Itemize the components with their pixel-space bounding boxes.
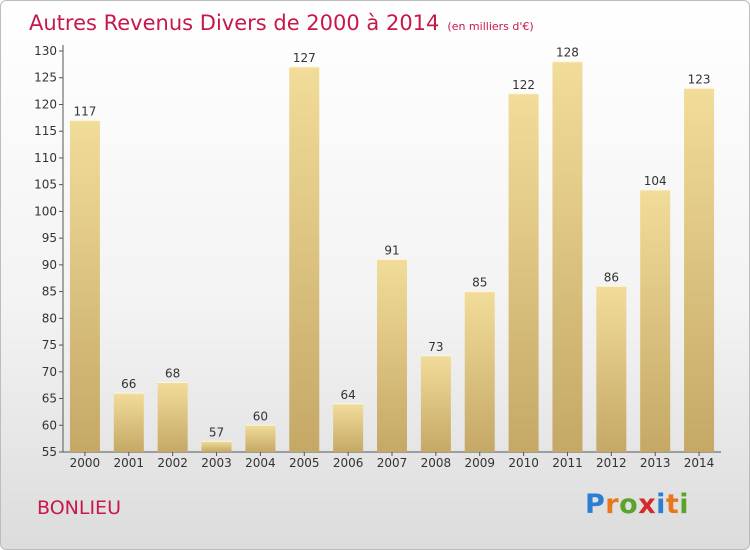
y-tick-label: 105 bbox=[34, 178, 57, 192]
bar bbox=[245, 425, 276, 452]
x-tick-label: 2010 bbox=[508, 456, 539, 470]
logo-letter: i bbox=[679, 489, 690, 520]
x-tick-label: 2009 bbox=[464, 456, 495, 470]
y-tick-label: 75 bbox=[42, 338, 57, 352]
bar bbox=[201, 441, 232, 452]
x-tick-label: 2012 bbox=[596, 456, 627, 470]
y-tick-label: 95 bbox=[42, 231, 57, 245]
y-tick-label: 90 bbox=[42, 258, 57, 272]
data-label: 86 bbox=[604, 270, 619, 284]
bar bbox=[640, 190, 671, 452]
x-tick-label: 2004 bbox=[245, 456, 276, 470]
y-tick-label: 55 bbox=[42, 445, 57, 459]
unit-note: (en milliers d'€) bbox=[447, 20, 534, 33]
x-tick-label: 2001 bbox=[114, 456, 145, 470]
x-tick-label: 2003 bbox=[201, 456, 232, 470]
data-label: 117 bbox=[73, 105, 96, 119]
y-tick-label: 70 bbox=[42, 365, 57, 379]
bar bbox=[596, 286, 627, 452]
logo-letter: t bbox=[665, 489, 680, 520]
x-tick-label: 2008 bbox=[421, 456, 452, 470]
x-tick-label: 2005 bbox=[289, 456, 320, 470]
logo-letter: P bbox=[585, 489, 606, 520]
bar bbox=[684, 88, 715, 452]
data-label: 57 bbox=[209, 425, 224, 439]
x-tick-label: 2006 bbox=[333, 456, 364, 470]
y-tick-label: 110 bbox=[34, 151, 57, 165]
data-label: 128 bbox=[556, 46, 579, 60]
y-tick-label: 130 bbox=[34, 44, 57, 58]
x-tick-label: 2002 bbox=[157, 456, 188, 470]
bar bbox=[552, 61, 583, 453]
logo-letter: r bbox=[605, 489, 620, 520]
bar bbox=[420, 355, 451, 452]
x-tick-label: 2000 bbox=[70, 456, 101, 470]
bar bbox=[113, 393, 144, 452]
bar bbox=[69, 120, 100, 453]
title-text: Autres Revenus Divers de 2000 à 2014 bbox=[29, 11, 440, 35]
y-tick-label: 85 bbox=[42, 285, 57, 299]
y-tick-label: 60 bbox=[42, 418, 57, 432]
y-tick-label: 65 bbox=[42, 392, 57, 406]
y-tick-label: 80 bbox=[42, 311, 57, 325]
data-label: 91 bbox=[384, 244, 399, 258]
logo-letter: i bbox=[656, 489, 666, 520]
bar bbox=[157, 382, 188, 452]
bar bbox=[377, 259, 407, 452]
x-tick-label: 2011 bbox=[552, 456, 583, 470]
x-tick-label: 2013 bbox=[640, 456, 671, 470]
chart-title: Autres Revenus Divers de 2000 à 2014 (en … bbox=[29, 11, 534, 35]
data-label: 104 bbox=[644, 174, 667, 188]
y-tick-label: 100 bbox=[34, 204, 57, 218]
proxiti-logo: Proxiti bbox=[585, 489, 689, 520]
data-label: 85 bbox=[472, 276, 487, 290]
y-tick-label: 120 bbox=[34, 97, 57, 111]
data-label: 68 bbox=[165, 366, 180, 380]
data-label: 73 bbox=[428, 340, 443, 354]
x-tick-label: 2007 bbox=[377, 456, 408, 470]
data-label: 123 bbox=[688, 72, 711, 86]
y-tick-label: 115 bbox=[34, 124, 57, 138]
y-tick-label: 125 bbox=[34, 71, 57, 85]
data-label: 66 bbox=[121, 377, 136, 391]
bar bbox=[464, 291, 495, 452]
data-label: 127 bbox=[293, 51, 316, 65]
data-label: 122 bbox=[512, 78, 535, 92]
data-label: 60 bbox=[253, 409, 268, 423]
bar bbox=[289, 67, 320, 452]
bar bbox=[508, 93, 539, 453]
logo-letter: o bbox=[619, 489, 639, 520]
x-tick-label: 2014 bbox=[684, 456, 715, 470]
bar bbox=[333, 403, 364, 452]
logo-letter: x bbox=[638, 489, 657, 520]
commune-name: BONLIEU bbox=[37, 497, 121, 519]
data-label: 64 bbox=[340, 388, 355, 402]
